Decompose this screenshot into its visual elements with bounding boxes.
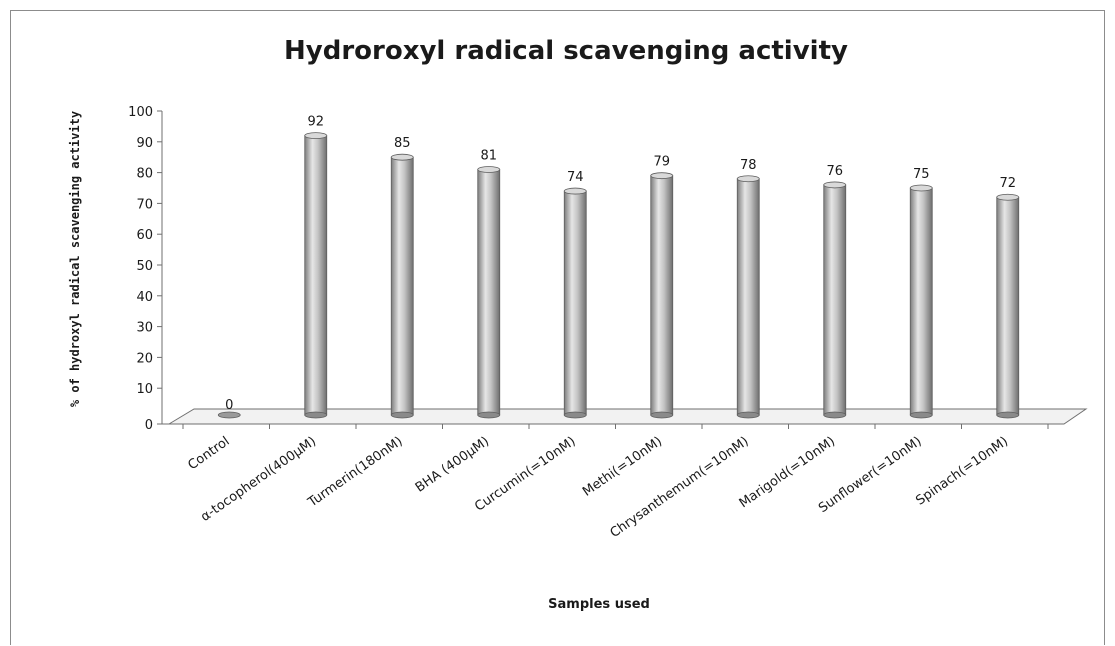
bars — [217, 132, 1020, 419]
y-tick-label: 80 — [136, 167, 153, 182]
bar-top — [823, 181, 847, 189]
y-tick-label: 0 — [145, 418, 153, 433]
bar-body — [563, 190, 587, 416]
bar — [996, 193, 1020, 419]
bar-top — [477, 166, 501, 173]
bar-base — [996, 411, 1020, 419]
bar — [304, 132, 328, 419]
bar — [736, 175, 760, 419]
y-axis-title: % of hydroxyl radical scavenging activit… — [68, 111, 82, 407]
bar-base — [477, 411, 501, 419]
bar-base — [650, 411, 674, 419]
data-label: 78 — [740, 158, 757, 173]
data-label: 92 — [307, 115, 324, 130]
bar-top — [909, 184, 933, 192]
axes: 0 10 20 30 40 50 60 70 80 90 100 — [128, 105, 1088, 433]
bar-base — [823, 411, 847, 419]
data-label: 0 — [225, 398, 233, 413]
bar-top — [217, 411, 241, 419]
data-label: 79 — [653, 155, 670, 170]
y-tick-label: 90 — [136, 136, 153, 151]
y-tick-label: 60 — [136, 228, 153, 243]
y-tick-label: 20 — [136, 351, 153, 366]
bar — [477, 166, 501, 419]
bar — [650, 172, 674, 419]
data-label: 74 — [567, 170, 584, 185]
data-label: 85 — [394, 136, 411, 151]
bar-body — [909, 187, 933, 416]
bar — [390, 153, 414, 419]
y-tick-label: 40 — [136, 290, 153, 305]
bar-body — [390, 156, 414, 416]
bar — [823, 181, 847, 419]
bar-body — [477, 169, 501, 416]
y-tick-label: 50 — [136, 259, 153, 274]
x-tick-label: Control — [185, 434, 232, 473]
bar-top — [390, 153, 414, 161]
bar-base — [563, 411, 587, 419]
bar-top — [996, 193, 1020, 201]
bar-body — [823, 184, 847, 416]
bar-body — [996, 196, 1020, 416]
bar-body — [736, 178, 760, 416]
x-tick-label: Chrysanthemum(=10nM) — [608, 434, 752, 541]
bar-chart: Hydroroxyl radical scavenging activity %… — [68, 36, 1088, 612]
bar-base — [736, 411, 760, 419]
bar-top — [304, 132, 328, 140]
bar-base — [909, 411, 933, 419]
data-label: 81 — [480, 149, 497, 164]
bar-base — [390, 411, 414, 419]
data-label: 72 — [999, 176, 1016, 191]
y-tick-label: 30 — [136, 321, 153, 336]
x-axis-title: Samples used — [548, 597, 650, 612]
bar-body — [650, 175, 674, 416]
x-tick-label: Turmerin(180nM) — [305, 434, 406, 511]
y-tick-label: 70 — [136, 197, 153, 212]
x-tick-label: BHA (400μM) — [413, 434, 492, 496]
data-label: 76 — [826, 164, 843, 179]
bar — [217, 411, 241, 419]
bar — [563, 187, 587, 419]
x-tick-label: Spinach(=10nM) — [913, 434, 1011, 509]
x-tick-label: Methi(=10nM) — [580, 434, 665, 500]
bar-top — [563, 187, 587, 195]
bar — [909, 184, 933, 419]
bar-top — [736, 175, 760, 183]
chart-frame: Hydroroxyl radical scavenging activity %… — [10, 10, 1105, 645]
bar-top — [650, 172, 674, 180]
data-label: 75 — [913, 167, 930, 182]
bar-body — [304, 135, 328, 416]
chart-title: Hydroroxyl radical scavenging activity — [284, 36, 848, 66]
y-tick-label: 100 — [128, 105, 153, 120]
bar-base — [304, 411, 328, 419]
y-tick-label: 10 — [136, 382, 153, 397]
